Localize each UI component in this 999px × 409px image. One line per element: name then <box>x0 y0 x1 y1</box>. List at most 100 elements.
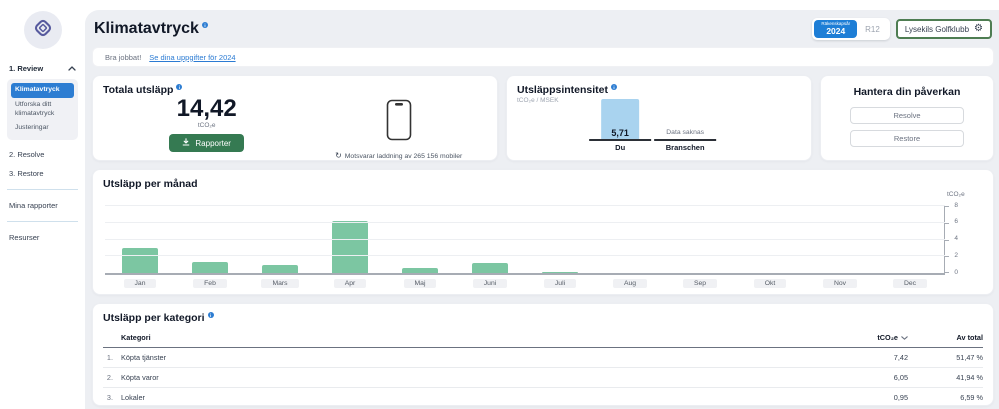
bar-maj <box>402 268 438 273</box>
organization-selector[interactable]: Lysekils Golfklubb ⚙ <box>895 19 992 39</box>
main-content: Klimatavtryck i Räkenskapsår 2024 R12 Ly… <box>85 10 999 409</box>
gridline <box>105 238 945 240</box>
topbar: Klimatavtryck i Räkenskapsår 2024 R12 Ly… <box>92 16 994 42</box>
sidebar-nav: 1. Review Klimatavtryck Utforska ditt kl… <box>0 64 85 242</box>
month-label-nov: Nov <box>822 279 858 288</box>
bar-feb <box>192 262 228 273</box>
month-cell: Dec <box>875 279 945 288</box>
column-header-av-total: Av total <box>956 333 984 342</box>
column-header-kategori: Kategori <box>121 333 151 342</box>
equivalence-text: Motsvarar laddning av 265 156 mobiler <box>344 152 463 160</box>
column-header-tco2e-text: tCO₂e <box>877 333 898 342</box>
notice-link[interactable]: Se dina uppgifter för 2024 <box>149 52 236 62</box>
monthly-emissions-title: Utsläpp per månad <box>103 178 198 190</box>
gridline <box>105 205 945 206</box>
y-axis-title: tCO₂e <box>947 191 965 198</box>
month-label-aug: Aug <box>612 279 648 288</box>
intensity-you-bar: 5,71 <box>601 99 640 139</box>
month-label-jan: Jan <box>123 279 157 288</box>
app-logo[interactable] <box>23 11 62 49</box>
bar-apr <box>332 221 368 273</box>
sidebar: 1. Review Klimatavtryck Utforska ditt kl… <box>0 0 85 409</box>
month-cell: Mars <box>245 279 315 288</box>
row-tco2e: 0,95 <box>893 393 908 402</box>
reports-button[interactable]: Rapporter <box>169 134 244 152</box>
row-tco2e: 7,42 <box>893 353 908 362</box>
download-icon <box>182 138 190 148</box>
y-tick-label: 2 <box>954 251 958 259</box>
monthly-emissions-card: Utsläpp per månad tCO₂e 0 2 4 6 8 Jan Feb Mars… <box>92 169 994 295</box>
page-title: Klimatavtryck i <box>94 20 208 38</box>
sidebar-section-resolve[interactable]: 2. Resolve <box>9 150 45 160</box>
bar-cell-sep <box>665 206 735 273</box>
sidebar-section-restore[interactable]: 3. Restore <box>9 169 44 179</box>
total-emissions-title-text: Totala utsläpp <box>103 84 174 96</box>
total-emissions-value: 14,42 <box>176 95 237 122</box>
bar-cell-maj <box>385 206 455 273</box>
restore-button[interactable]: Restore <box>850 130 964 147</box>
sidebar-item-justeringar[interactable]: Justeringar <box>15 124 49 132</box>
sidebar-item-utforska[interactable]: Utforska ditt klimatavtryck <box>15 100 55 117</box>
sidebar-item-resurser[interactable]: Resurser <box>9 233 40 243</box>
period-r12-option[interactable]: R12 <box>865 24 880 34</box>
sidebar-item-klimatavtryck[interactable]: Klimatavtryck <box>11 83 74 98</box>
row-rank: 3. <box>106 393 113 402</box>
intensity-industry-column: Data saknas Branschen <box>654 99 717 152</box>
info-icon[interactable]: i <box>611 84 618 90</box>
month-cell: Okt <box>735 279 805 288</box>
row-tco2e: 6,05 <box>893 373 908 382</box>
resolve-button[interactable]: Resolve <box>850 107 964 124</box>
sidebar-divider <box>7 221 78 223</box>
month-label-okt: Okt <box>753 279 787 288</box>
page-title-text: Klimatavtryck <box>94 20 199 37</box>
row-category: Lokaler <box>121 393 145 402</box>
equivalence-caption: ↻ Motsvarar laddning av 265 156 mobiler <box>335 152 462 160</box>
table-row: 1. Köpta tjänster 7,42 51,47 % <box>103 348 983 368</box>
review-section-label: 1. Review <box>9 64 44 73</box>
month-cell: Jan <box>105 279 175 288</box>
row-category: Köpta varor <box>121 373 159 382</box>
emission-intensity-title: Utsläppsintensitet i <box>517 84 801 96</box>
bar-cell-mars <box>245 206 315 273</box>
fiscal-year-label: Räkenskapsår <box>821 21 851 27</box>
gridline <box>105 221 945 223</box>
month-cell: Aug <box>595 279 665 288</box>
y-tick-label: 4 <box>954 235 958 242</box>
category-table-header: Kategori tCO₂e Av total <box>103 330 983 348</box>
row-rank: 1. <box>106 353 113 362</box>
month-labels-row: Jan Feb Mars Apr Maj Juni Juli Aug Sep Okt Nov Dec <box>105 279 945 288</box>
phone-icon <box>386 99 412 146</box>
info-icon[interactable]: i <box>207 312 214 318</box>
sort-chevron-down-icon <box>901 333 908 342</box>
bar-cell-aug <box>595 206 665 273</box>
month-label-maj: Maj <box>403 279 437 288</box>
row-share: 51,47 % <box>956 353 983 362</box>
gear-icon[interactable]: ⚙ <box>974 23 983 34</box>
y-tick-mark <box>945 222 949 224</box>
intensity-you-column: 5,71 Du <box>589 99 652 152</box>
sidebar-item-mina-rapporter[interactable]: Mina rapporter <box>9 201 58 211</box>
total-emissions-card: Totala utsläpp i 14,42 tCO₂e <box>92 75 498 161</box>
bar-jan <box>122 248 158 273</box>
table-row: 2. Köpta varor 6,05 41,94 % <box>103 368 983 388</box>
emission-intensity-unit: tCO₂e / MSEK <box>517 97 559 104</box>
intensity-you-label: Du <box>615 143 626 152</box>
sidebar-section-review[interactable]: 1. Review <box>7 64 78 73</box>
column-header-tco2e[interactable]: tCO₂e <box>788 333 908 342</box>
bar-cell-okt <box>735 206 805 273</box>
bar-cell-dec <box>875 206 945 273</box>
fiscal-year-value: 2024 <box>826 25 846 36</box>
sidebar-divider <box>7 189 78 191</box>
info-icon[interactable]: i <box>176 84 183 90</box>
bar-cell-juni <box>455 206 525 273</box>
category-table: Kategori tCO₂e Av total 1. Köpta tjänste… <box>103 330 983 408</box>
bar-cell-feb <box>175 206 245 273</box>
manage-impact-title: Hantera din påverkan <box>853 86 961 98</box>
logo-knot-icon <box>32 17 54 44</box>
fiscal-year-selected[interactable]: Räkenskapsår 2024 <box>814 20 858 38</box>
month-cell: Maj <box>385 279 455 288</box>
row-category: Köpta tjänster <box>121 353 167 362</box>
month-label-dec: Dec <box>892 279 928 288</box>
info-icon[interactable]: i <box>201 22 208 28</box>
